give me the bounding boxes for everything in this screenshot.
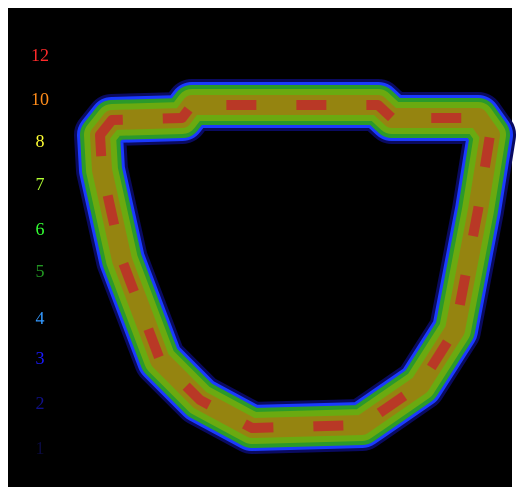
legend-label: 6 xyxy=(36,219,45,239)
legend-label: 2 xyxy=(36,393,45,413)
screenshot: 12 10 8 7 6 5 4 3 2 1 xyxy=(0,0,520,495)
legend-label: 5 xyxy=(36,261,45,281)
legend-label: 1 xyxy=(36,438,45,458)
legend-label: 3 xyxy=(36,348,45,368)
legend-label: 8 xyxy=(36,131,45,151)
dose-map: 12 10 8 7 6 5 4 3 2 1 xyxy=(0,0,520,495)
legend-label: 7 xyxy=(36,174,45,194)
legend-label: 4 xyxy=(36,308,45,328)
legend-label: 12 xyxy=(31,45,49,65)
legend-label: 10 xyxy=(31,89,49,109)
